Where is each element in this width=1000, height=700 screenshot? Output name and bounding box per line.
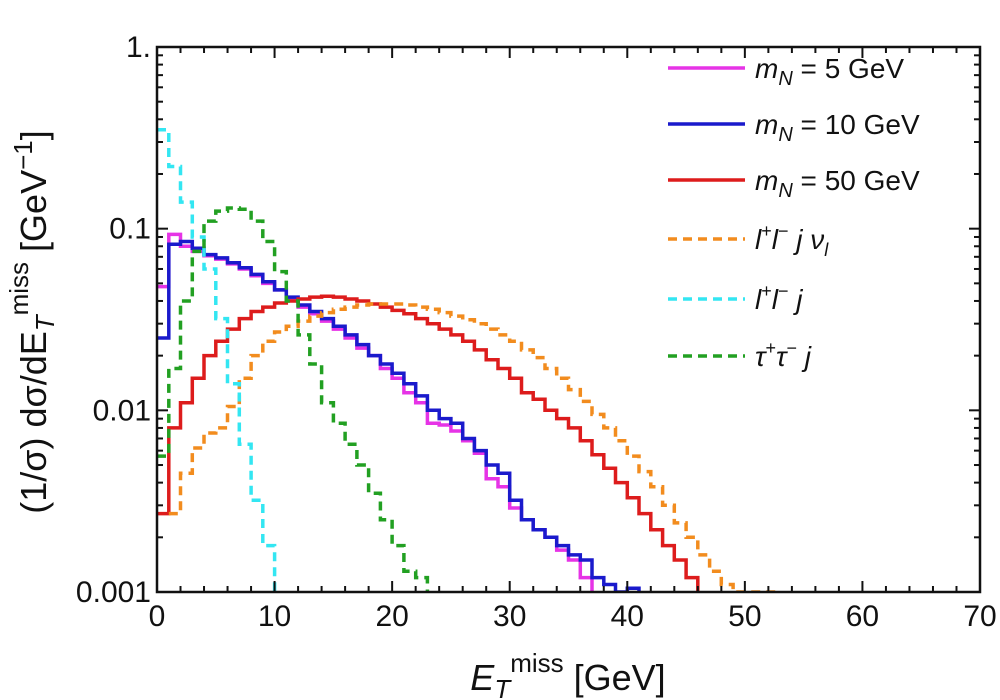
x-tick-label: 60 — [846, 600, 879, 633]
series-m-n-50-gev — [157, 294, 700, 592]
x-tick-label: 0 — [149, 600, 166, 633]
y-tick-label: 0.001 — [76, 576, 151, 609]
ticks-layer: 0 10 20 30 40 50 60 70 0.001 0.01 0.1 1. — [76, 31, 997, 633]
legend-label: mN = 10 GeV — [755, 109, 920, 146]
y-tick-label: 0.1 — [109, 213, 151, 246]
series-layer — [157, 128, 782, 592]
y-tick-label: 1. — [126, 31, 151, 64]
series-tau-tau-j — [157, 206, 430, 592]
series-l-l-j — [157, 128, 277, 592]
legend-label: l+l− j — [755, 281, 803, 315]
plot-frame — [155, 45, 982, 594]
legend-label: mN = 5 GeV — [755, 53, 904, 90]
legend-label: τ+τ− j — [755, 338, 812, 372]
legend-label: l+l− j νl — [755, 221, 829, 260]
x-tick-label: 30 — [493, 600, 526, 633]
x-axis-label: ETmiss [GeV] — [470, 648, 665, 700]
series-m-n-5-gev — [157, 232, 594, 592]
x-tick-label: 20 — [375, 600, 408, 633]
legend-label: mN = 50 GeV — [755, 165, 920, 202]
series-l-l-j-nu-l — [168, 302, 782, 592]
x-tick-label: 10 — [258, 600, 291, 633]
x-tick-label: 50 — [728, 600, 761, 633]
legend: mN = 5 GeV mN = 10 GeV mN = 50 GeV l+l− j ν… — [668, 53, 920, 372]
y-tick-label: 0.01 — [93, 394, 151, 427]
y-axis-label: (1/σ) dσ/dETmiss [GeV−1] — [4, 130, 60, 514]
x-tick-label: 70 — [963, 600, 996, 633]
x-tick-label: 40 — [611, 600, 644, 633]
series-m-n-10-gev — [157, 239, 641, 592]
